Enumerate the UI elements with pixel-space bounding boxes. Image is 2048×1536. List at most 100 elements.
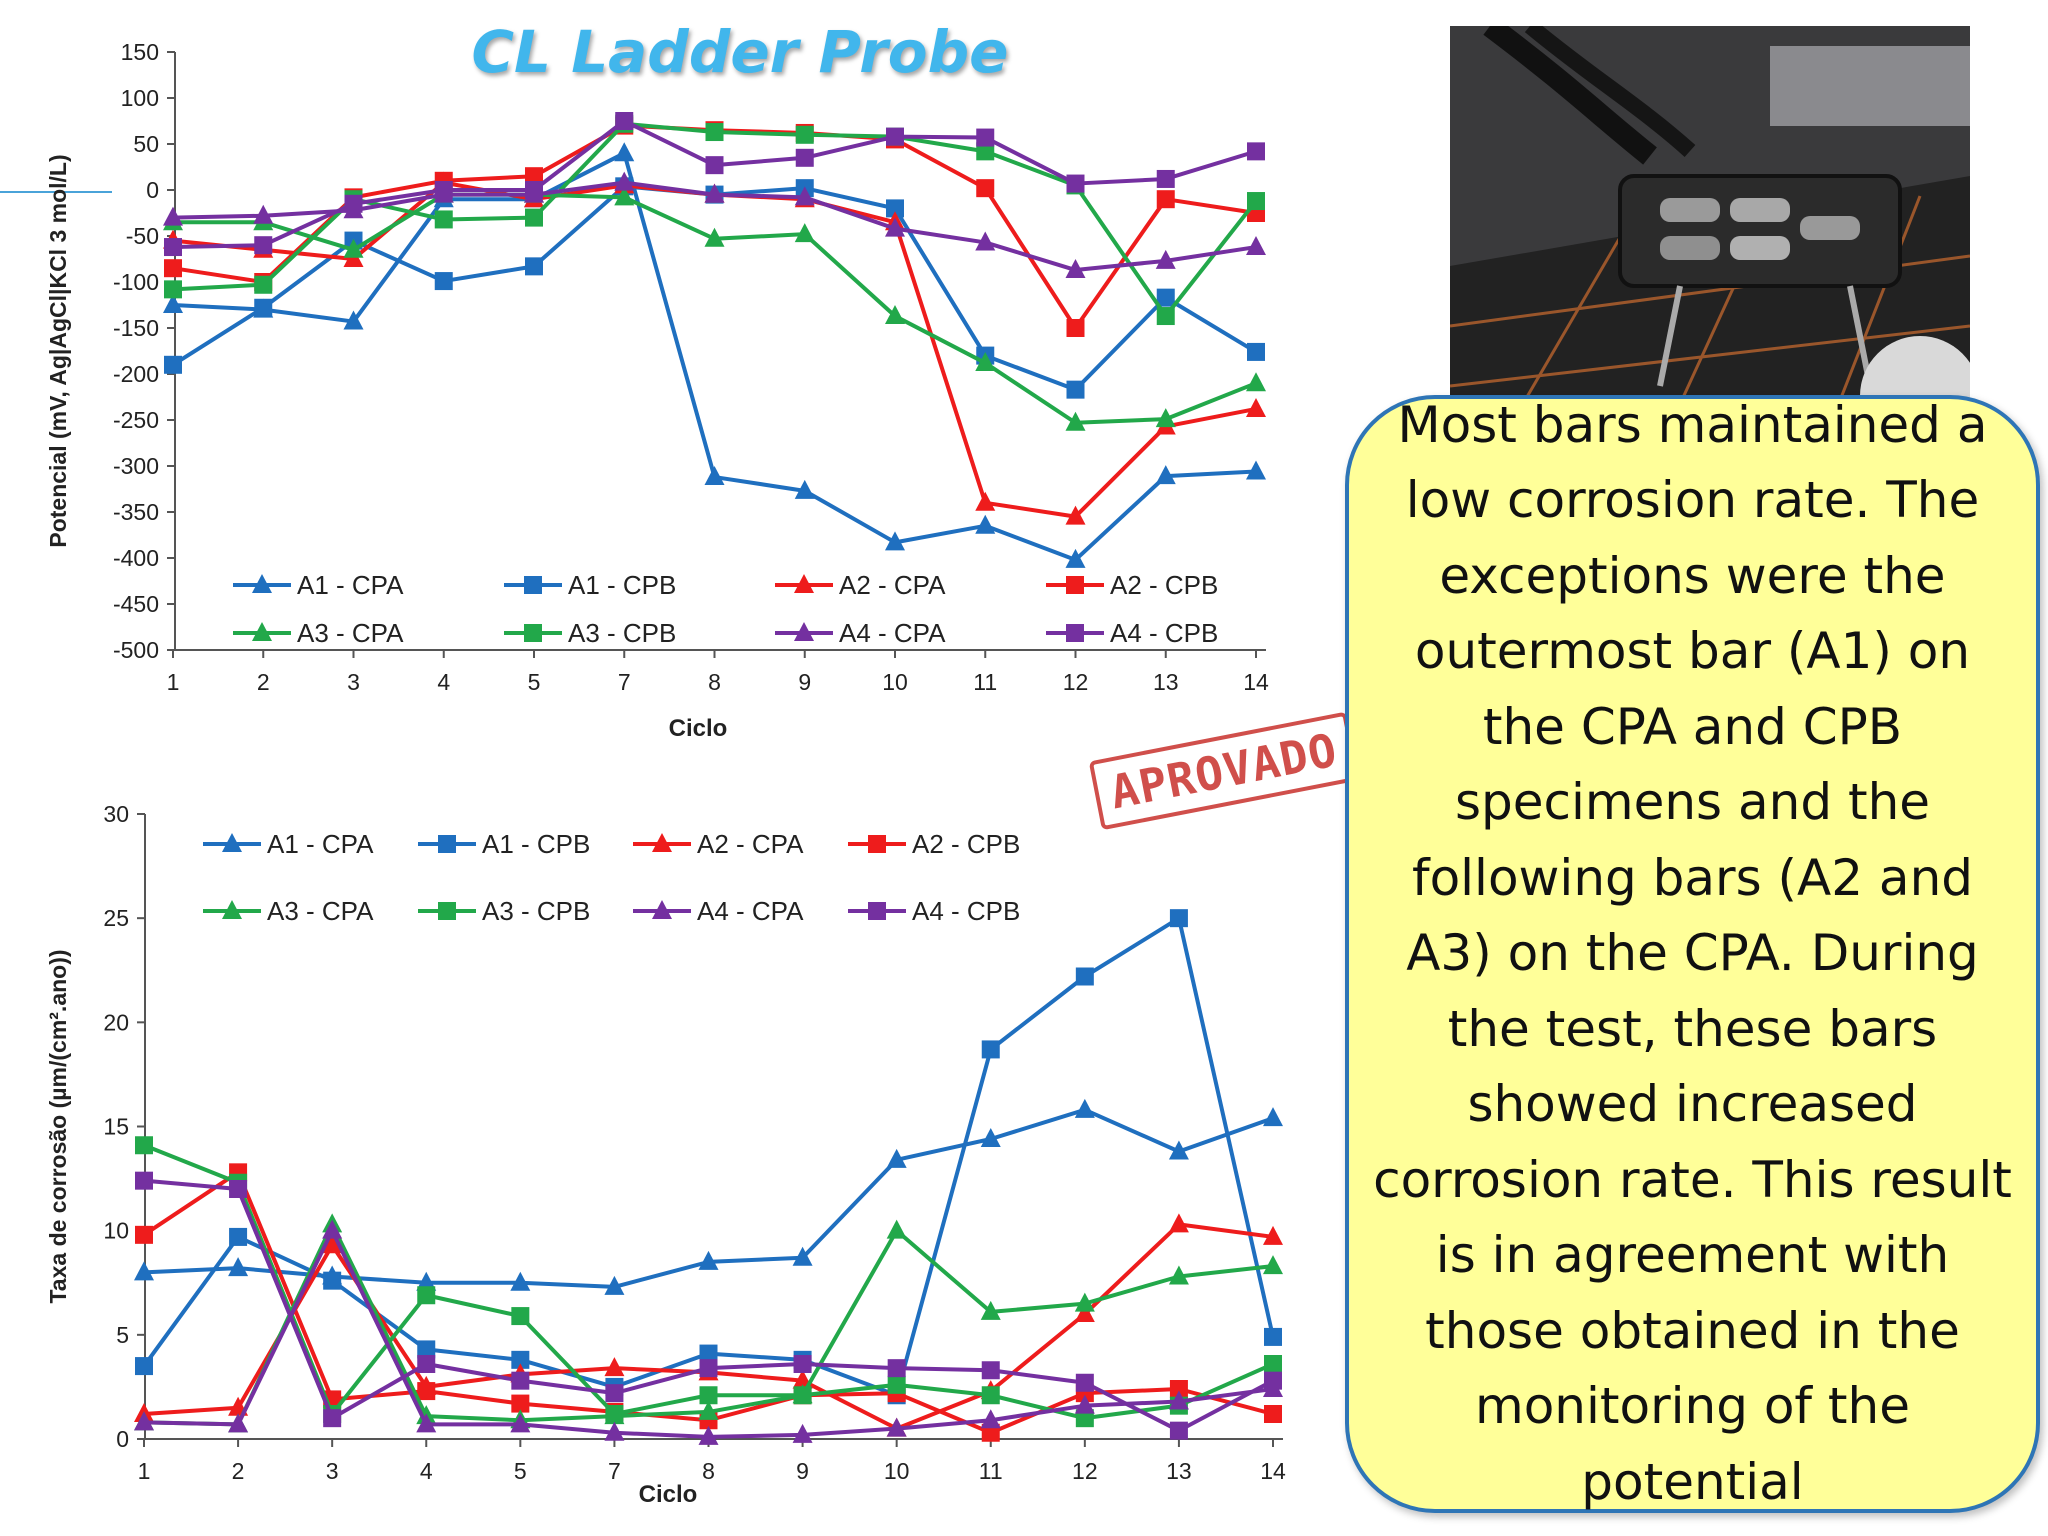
data-point (254, 298, 273, 317)
series-a4-cpb (164, 112, 1265, 257)
data-point (164, 355, 182, 374)
data-point (704, 466, 725, 486)
data-point (254, 236, 273, 255)
legend-label: A4 - CPA (697, 896, 804, 926)
y-tick-label: -450 (113, 591, 159, 617)
data-point (886, 1148, 907, 1168)
data-point (134, 1411, 154, 1431)
series-a2-cpb (164, 116, 1265, 337)
data-point (1074, 1098, 1095, 1118)
y-tick-label: 10 (103, 1218, 129, 1244)
data-point (699, 1386, 718, 1405)
data-point (135, 1225, 153, 1244)
data-point (980, 1128, 1001, 1147)
y-tick-label: 5 (116, 1322, 129, 1348)
data-point (416, 1413, 437, 1433)
data-point (135, 1136, 153, 1155)
series-line (142, 916, 1275, 1398)
data-point (228, 1257, 249, 1277)
data-point (698, 1250, 719, 1270)
x-tick-label: 12 (1063, 669, 1089, 695)
data-point (343, 238, 364, 258)
data-point (511, 1350, 530, 1369)
legend-item: A2 - CPA (775, 570, 946, 600)
legend-item: A3 - CPA (203, 896, 374, 926)
data-point (975, 491, 996, 511)
x-axis-title: Ciclo (639, 1481, 698, 1508)
legend-item: A1 - CPA (203, 829, 374, 859)
x-tick-label: 7 (618, 669, 631, 695)
y-tick-label: 0 (146, 177, 159, 203)
x-tick-label: 4 (420, 1458, 433, 1484)
data-point (1247, 342, 1265, 361)
y-tick-label: 25 (103, 905, 129, 931)
legend-item: A4 - CPA (633, 896, 804, 926)
y-tick-label: 30 (103, 801, 129, 827)
data-point (1263, 1225, 1283, 1245)
legend-item: A1 - CPB (504, 570, 676, 600)
data-point (885, 305, 905, 325)
series-a4-cpa (134, 1219, 1283, 1445)
y-tick-label: 0 (116, 1426, 129, 1452)
data-point (1155, 408, 1176, 428)
y-tick-label: 15 (103, 1114, 129, 1140)
data-point (698, 1400, 719, 1420)
data-point (164, 259, 182, 278)
data-point (792, 1246, 813, 1266)
legend-marker (868, 902, 886, 920)
legend-item: A2 - CPB (1046, 570, 1218, 600)
data-point (1247, 142, 1265, 161)
data-point (705, 156, 724, 175)
data-point (1075, 967, 1094, 986)
data-point (1074, 1394, 1095, 1414)
x-tick-label: 8 (702, 1458, 715, 1484)
data-point (1168, 1390, 1189, 1410)
x-tick-label: 5 (514, 1458, 527, 1484)
x-tick-label: 11 (979, 1458, 1003, 1484)
data-point (704, 227, 725, 247)
legend-label: A3 - CPA (297, 618, 404, 648)
legend-label: A1 - CPA (267, 829, 374, 859)
data-point (794, 479, 815, 499)
data-point (417, 1382, 436, 1401)
data-point (1065, 505, 1086, 525)
data-point (525, 181, 543, 199)
data-point (163, 294, 183, 313)
ladder-probe-photo (1450, 26, 1970, 426)
legend-label: A2 - CPB (1110, 570, 1218, 600)
data-point (1066, 380, 1085, 399)
x-tick-label: 3 (326, 1458, 339, 1484)
x-tick-label: 2 (257, 669, 270, 695)
legend-label: A2 - CPA (839, 570, 946, 600)
data-point (886, 127, 904, 146)
data-point (511, 1394, 530, 1413)
legend-marker (1066, 624, 1084, 642)
data-point (1246, 397, 1266, 417)
data-point (699, 1344, 718, 1363)
data-point (417, 1355, 436, 1373)
data-point (1075, 1409, 1094, 1428)
data-point (604, 1275, 625, 1295)
data-point (1156, 190, 1175, 209)
y-tick-label: 20 (103, 1009, 129, 1035)
legend-item: A4 - CPB (1046, 618, 1218, 648)
data-point (323, 1409, 342, 1428)
legend-label: A2 - CPA (697, 829, 804, 859)
data-point (525, 167, 543, 186)
data-point (434, 181, 453, 199)
y-tick-label: -100 (113, 269, 159, 295)
data-point (605, 1405, 624, 1423)
data-point (1074, 1292, 1095, 1312)
legend-marker (222, 833, 242, 852)
data-point (975, 351, 996, 371)
data-point (134, 1261, 154, 1281)
data-point (1264, 1371, 1282, 1390)
data-point (417, 1286, 436, 1305)
data-point (698, 1425, 719, 1445)
legend-marker (652, 900, 672, 919)
data-point (885, 217, 905, 237)
x-axis-title: Ciclo (669, 715, 728, 742)
data-point (1263, 1255, 1283, 1275)
data-point (981, 1361, 1000, 1380)
